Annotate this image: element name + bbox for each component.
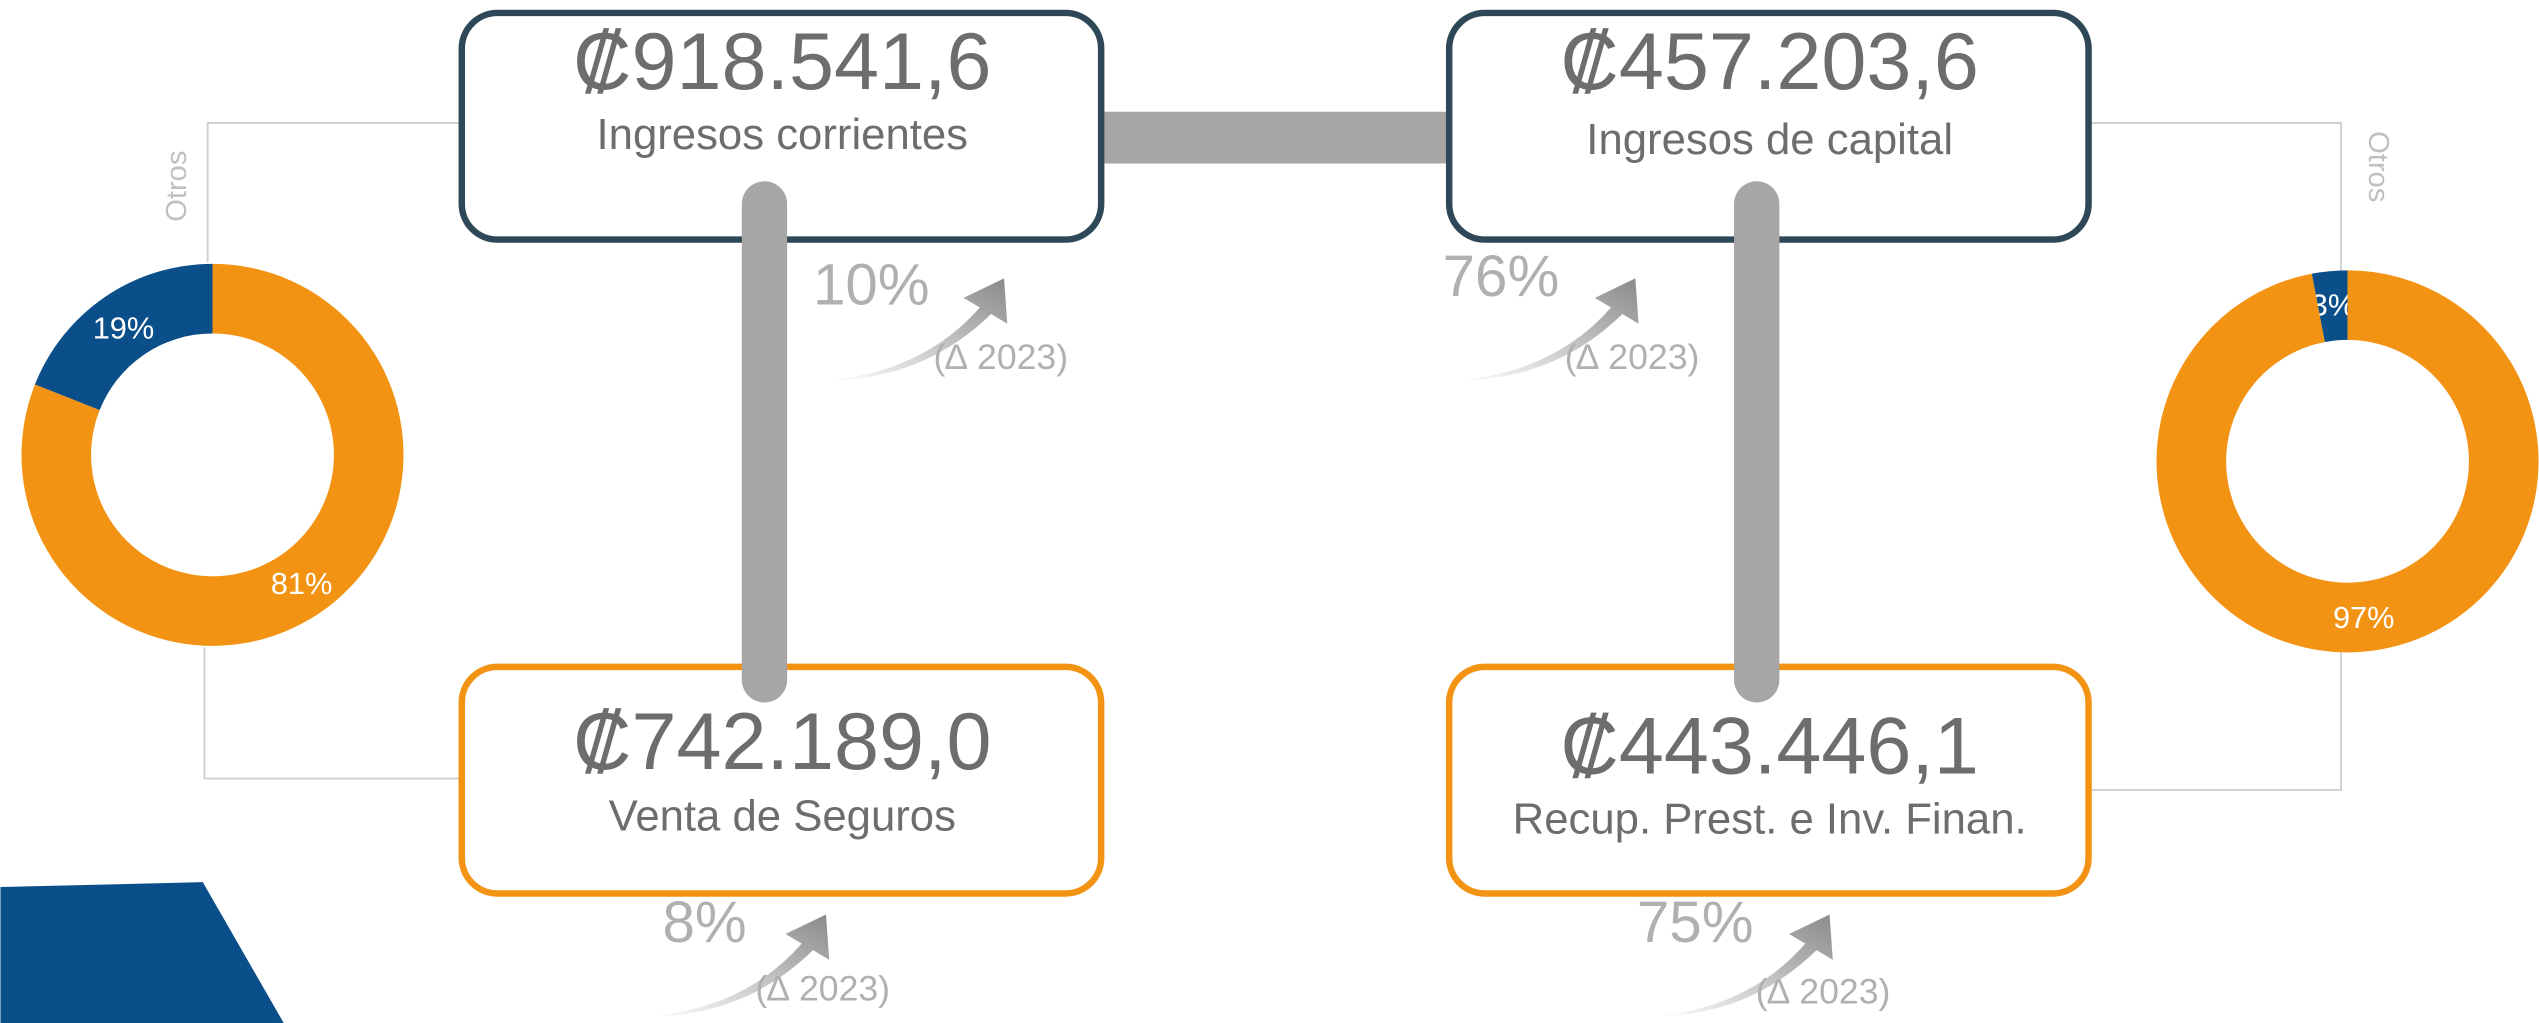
growth-arrow [1457, 278, 1639, 381]
bar [1734, 181, 1780, 703]
growth-arrow [825, 278, 1008, 381]
change: 8% [662, 890, 746, 955]
slice-label: 81% [271, 566, 333, 601]
change: 10% [813, 252, 930, 317]
amount: ₡742.189,0 [573, 697, 991, 787]
box-label: Ingresos de capital [1586, 115, 1953, 164]
period: (∆ 2023) [933, 337, 1068, 377]
growth-arrow [1651, 914, 1833, 1017]
bars [1060, 111, 1514, 164]
growth-arrow [647, 914, 830, 1017]
period: (∆ 2023) [1756, 972, 1891, 1012]
box-label: Venta de Seguros [609, 791, 956, 840]
corner-shape [0, 882, 284, 1023]
change: 76% [1443, 244, 1560, 309]
donut-slice [34, 263, 213, 411]
slice-label: 97% [2333, 600, 2395, 635]
change: 75% [1637, 890, 1754, 955]
box-label: Recup. Prest. e Inv. Finan. [1513, 795, 2027, 844]
bar [741, 181, 788, 703]
donut-slice [21, 263, 404, 646]
amount: ₡918.541,6 [573, 17, 991, 107]
donut-slice [2156, 270, 2539, 653]
amount: ₡443.446,1 [1560, 702, 1978, 792]
period: (∆ 2023) [755, 968, 890, 1008]
category-label: Otros [2362, 131, 2394, 202]
slice-label: 19% [93, 310, 155, 345]
period: (∆ 2023) [1565, 337, 1700, 377]
donut-slice [2311, 270, 2348, 343]
connector-lines [203, 122, 2343, 791]
category-label: Otros [161, 151, 193, 222]
amount: ₡457.203,6 [1560, 17, 1978, 107]
box-label: Ingresos corrientes [597, 110, 969, 159]
